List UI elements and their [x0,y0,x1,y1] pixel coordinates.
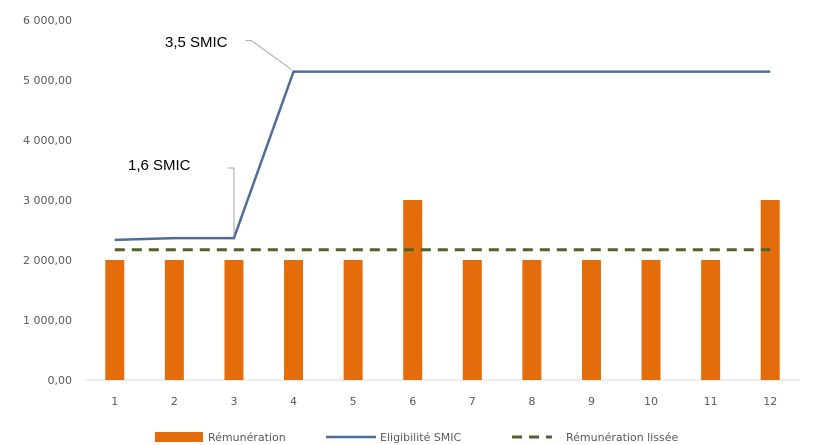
legend-label: Eligibilité SMIC [380,431,462,444]
y-tick-label: 2 000,00 [23,254,72,267]
line-series [114,70,771,252]
x-tick-label: 1 [111,395,118,408]
bar [224,260,244,380]
y-axis: 0,00 1 000,00 2 000,00 3 000,00 4 000,00 5 00… [23,14,72,387]
y-tick-label: 5 000,00 [23,74,72,87]
x-tick-label: 12 [763,395,777,408]
bar-series [105,200,780,380]
x-tick-label: 10 [644,395,658,408]
annotation-label: 1,6 SMIC [128,157,191,174]
bar [403,200,423,380]
bar [581,260,601,380]
y-tick-label: 1 000,00 [23,314,72,327]
x-tick-label: 4 [290,395,297,408]
bar [164,260,184,380]
y-tick-label: 3 000,00 [23,194,72,207]
x-tick-label: 7 [469,395,476,408]
bar [641,260,661,380]
y-tick-label: 0,00 [48,374,73,387]
eligibility-line [114,70,771,242]
legend: Rémunération Eligibilité SMIC Rémunération… [155,431,679,444]
x-tick-label: 8 [528,395,535,408]
bar [343,260,363,380]
x-tick-label: 9 [588,395,595,408]
bar [105,260,125,380]
y-tick-label: 6 000,00 [23,14,72,27]
x-tick-label: 2 [171,395,178,408]
legend-label: Rémunération [208,431,286,444]
x-axis: 1 2 3 4 5 6 7 8 9 10 11 12 [85,379,800,408]
bar [522,260,542,380]
y-tick-label: 4 000,00 [23,134,72,147]
annotation-label: 3,5 SMIC [165,34,228,51]
bar [760,200,780,380]
legend-swatch [155,432,203,442]
bar [462,260,482,380]
legend-label: Rémunération lissée [566,431,679,444]
annotation-leader [227,167,235,236]
annotation-leader [245,40,292,71]
annotations: 3,5 SMIC 1,6 SMIC [128,34,292,236]
x-tick-label: 11 [704,395,718,408]
x-tick-label: 5 [350,395,357,408]
bar [701,260,721,380]
x-tick-label: 3 [230,395,237,408]
bar [284,260,304,380]
x-tick-label: 6 [409,395,416,408]
